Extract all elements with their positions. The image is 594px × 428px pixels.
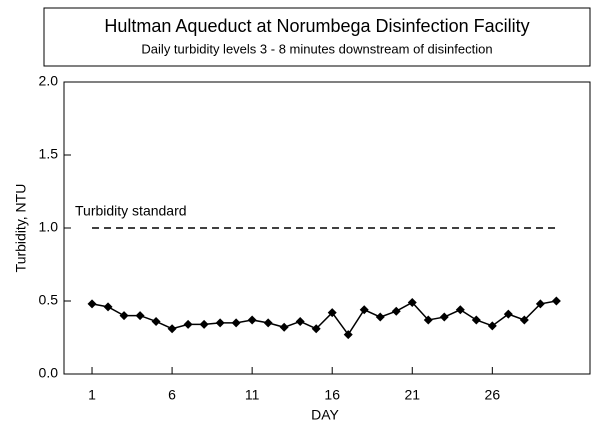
x-tick-label: 21 [404, 387, 420, 403]
data-point [375, 312, 385, 322]
x-tick-label: 26 [485, 387, 501, 403]
data-point [423, 315, 433, 325]
data-point [247, 315, 257, 325]
y-tick-label: 0.5 [39, 292, 59, 308]
data-point [151, 316, 161, 326]
data-point [311, 324, 321, 334]
data-point [503, 309, 513, 319]
y-tick-label: 2.0 [39, 73, 59, 89]
data-point [263, 318, 273, 328]
chart-subtitle: Daily turbidity levels 3 - 8 minutes dow… [141, 41, 492, 56]
data-point [455, 305, 465, 315]
chart-title: Hultman Aqueduct at Norumbega Disinfecti… [104, 16, 529, 36]
data-point [551, 296, 561, 306]
x-tick-label: 11 [245, 387, 260, 403]
x-tick-label: 6 [168, 387, 176, 403]
y-tick-label: 0.0 [39, 365, 59, 381]
x-tick-label: 1 [88, 387, 96, 403]
data-point [87, 299, 97, 309]
reference-label: Turbidity standard [75, 203, 187, 219]
data-point [103, 302, 113, 312]
x-tick-label: 16 [324, 387, 340, 403]
data-point [327, 308, 337, 318]
data-point [231, 318, 241, 328]
y-tick-label: 1.5 [39, 146, 59, 162]
data-point [135, 311, 145, 321]
data-point [519, 315, 529, 325]
y-axis-label: Turbidity, NTU [13, 184, 29, 273]
data-point [343, 330, 353, 340]
data-point [119, 311, 129, 321]
data-point [359, 305, 369, 315]
data-point [439, 312, 449, 322]
data-point [295, 316, 305, 326]
data-line [91, 300, 557, 336]
data-point [391, 306, 401, 316]
data-point [215, 318, 225, 328]
data-point [407, 297, 417, 307]
data-point [535, 299, 545, 309]
data-point [487, 321, 497, 331]
data-point [199, 319, 209, 329]
x-axis-label: DAY [311, 407, 339, 423]
title-box [43, 7, 591, 67]
data-point [471, 315, 481, 325]
y-tick-label: 1.0 [39, 219, 59, 235]
data-point [167, 324, 177, 334]
data-point [279, 322, 289, 332]
data-point [183, 319, 193, 329]
